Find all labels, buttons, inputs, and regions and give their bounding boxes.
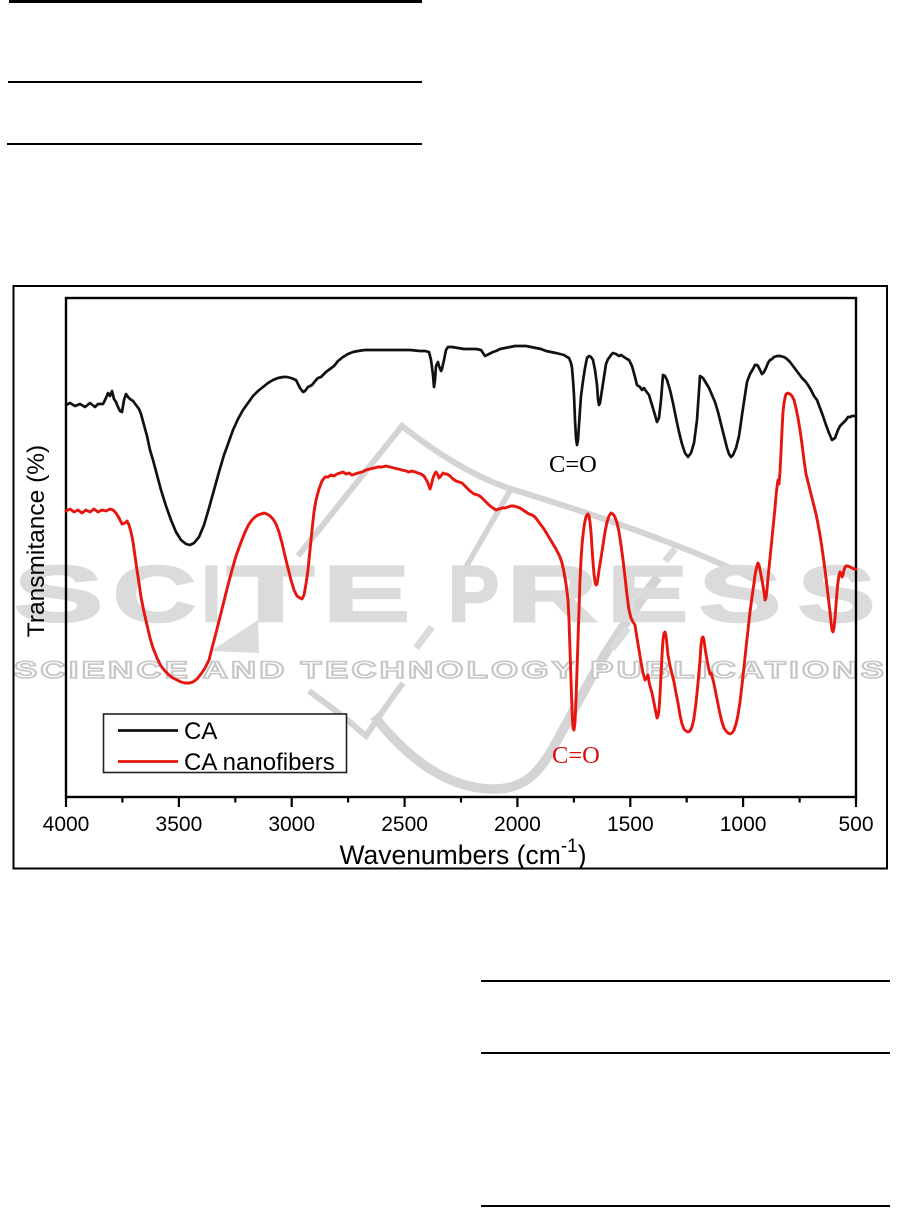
- svg-text:1500: 1500: [607, 813, 654, 836]
- svg-text:1000: 1000: [720, 813, 767, 836]
- svg-text:3000: 3000: [268, 813, 315, 836]
- svg-text:SCIENCE AND TECHNOLOGY PUBLICA: SCIENCE AND TECHNOLOGY PUBLICATIONS: [14, 657, 887, 684]
- svg-text:3500: 3500: [156, 813, 203, 836]
- svg-text:S: S: [798, 549, 875, 638]
- svg-text:I: I: [202, 549, 221, 638]
- svg-text:500: 500: [838, 813, 873, 836]
- svg-text:CA: CA: [184, 718, 217, 745]
- svg-text:2500: 2500: [381, 813, 428, 836]
- svg-text:C: C: [113, 550, 196, 638]
- svg-text:C=O: C=O: [549, 451, 597, 478]
- svg-text:T: T: [227, 550, 314, 638]
- svg-text:E: E: [607, 549, 688, 638]
- svg-text:Wavenumbers (cm-1): Wavenumbers (cm-1): [339, 836, 586, 870]
- svg-text:S: S: [14, 550, 103, 638]
- svg-text:C=O: C=O: [552, 742, 600, 769]
- svg-text:R: R: [507, 551, 597, 639]
- svg-text:S: S: [699, 549, 781, 638]
- svg-text:4000: 4000: [43, 813, 90, 836]
- svg-text:P: P: [448, 551, 499, 638]
- svg-text:Transmitance (%): Transmitance (%): [23, 445, 50, 637]
- svg-text:2000: 2000: [494, 813, 541, 836]
- svg-text:E: E: [323, 549, 410, 638]
- svg-text:CA nanofibers: CA nanofibers: [184, 749, 335, 776]
